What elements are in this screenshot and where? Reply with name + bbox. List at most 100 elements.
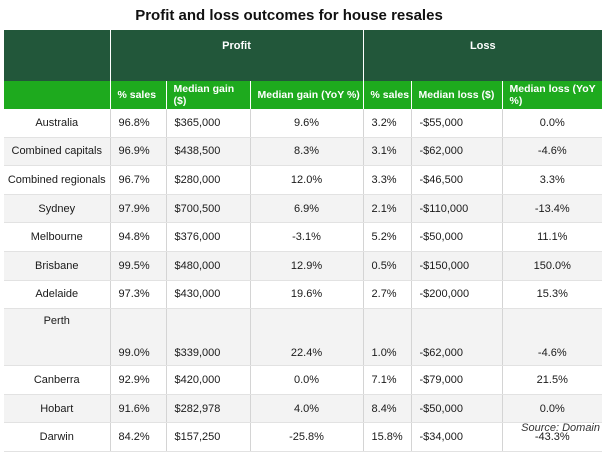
column-header-median-gain-yoy: Median gain (YoY %) (250, 81, 364, 109)
profit-pct-cell: 92.9% (110, 365, 167, 395)
region-header-blank (4, 30, 111, 81)
median-loss-yoy-cell: -4.6% (502, 137, 603, 167)
median-gain-yoy-cell: 0.0% (250, 365, 364, 395)
median-loss-yoy-cell: -4.6% (502, 308, 603, 367)
column-header-median-loss-yoy: Median loss (YoY %) (502, 81, 603, 109)
region-cell: Canberra (4, 365, 111, 395)
table-row: Darwin 84.2% $157,250 -25.8% 15.8% -$34,000 -4… (4, 422, 603, 452)
region-cell: Combined capitals (4, 137, 111, 167)
table-row: Sydney 97.9% $700,500 6.9% 2.1% -$110,000 -13.… (4, 194, 603, 224)
median-loss-cell: -$79,000 (411, 365, 503, 395)
table-row: Brisbane 99.5% $480,000 12.9% 0.5% -$150,000 1… (4, 251, 603, 281)
median-gain-yoy-cell: 4.0% (250, 394, 364, 424)
profit-pct-cell: 96.8% (110, 109, 167, 138)
median-gain-cell: $480,000 (166, 251, 251, 281)
loss-pct-cell: 2.1% (363, 194, 412, 224)
column-header-loss-pct: % sales (363, 81, 412, 109)
median-gain-yoy-cell: 6.9% (250, 194, 364, 224)
loss-pct-cell: 15.8% (363, 422, 412, 452)
median-loss-cell: -$110,000 (411, 194, 503, 224)
profit-pct-cell: 91.6% (110, 394, 167, 424)
median-gain-yoy-cell: 22.4% (250, 308, 364, 367)
loss-pct-cell: 7.1% (363, 365, 412, 395)
median-gain-yoy-cell: 12.9% (250, 251, 364, 281)
column-header-median-loss: Median loss ($) (411, 81, 503, 109)
profit-loss-table: Profit Loss % sales Median gain ($) Medi… (4, 30, 603, 452)
group-header-row: Profit Loss (4, 30, 603, 81)
table-row: Canberra 92.9% $420,000 0.0% 7.1% -$79,000 21.… (4, 365, 603, 395)
profit-pct-cell: 84.2% (110, 422, 167, 452)
profit-group-header: Profit (110, 30, 364, 81)
median-gain-yoy-cell: 9.6% (250, 109, 364, 138)
median-gain-cell: $282,978 (166, 394, 251, 424)
median-gain-yoy-cell: -25.8% (250, 422, 364, 452)
table-row: Hobart 91.6% $282,978 4.0% 8.4% -$50,000 0.0% (4, 394, 603, 424)
median-gain-cell: $430,000 (166, 280, 251, 310)
loss-pct-cell: 3.3% (363, 165, 412, 195)
source-note: Source: Domain (521, 422, 600, 434)
region-cell: Hobart (4, 394, 111, 424)
table-row: Melbourne 94.8% $376,000 -3.1% 5.2% -$50,000 1… (4, 222, 603, 252)
median-loss-yoy-cell: 0.0% (502, 394, 603, 424)
loss-pct-cell: 0.5% (363, 251, 412, 281)
median-gain-cell: $420,000 (166, 365, 251, 395)
median-loss-cell: -$62,000 (411, 137, 503, 167)
median-loss-cell: -$50,000 (411, 222, 503, 252)
loss-pct-cell: 1.0% (363, 308, 412, 367)
median-loss-yoy-cell: 0.0% (502, 109, 603, 138)
region-cell: Adelaide (4, 280, 111, 310)
region-cell: Darwin (4, 422, 111, 452)
median-gain-yoy-cell: 19.6% (250, 280, 364, 310)
profit-pct-cell: 97.9% (110, 194, 167, 224)
profit-pct-cell: 96.9% (110, 137, 167, 167)
column-header-row: % sales Median gain ($) Median gain (YoY… (4, 81, 603, 109)
median-loss-yoy-cell: 150.0% (502, 251, 603, 281)
median-gain-yoy-cell: 8.3% (250, 137, 364, 167)
loss-pct-cell: 8.4% (363, 394, 412, 424)
loss-group-header: Loss (363, 30, 603, 81)
table-row: Combined regionals 96.7% $280,000 12.0% 3.3%… (4, 165, 603, 195)
median-loss-yoy-cell: -13.4% (502, 194, 603, 224)
median-gain-yoy-cell: -3.1% (250, 222, 364, 252)
table-row: Adelaide 97.3% $430,000 19.6% 2.7% -$200,000 1… (4, 280, 603, 310)
region-cell: Melbourne (4, 222, 111, 252)
profit-pct-cell: 97.3% (110, 280, 167, 310)
profit-pct-cell: 94.8% (110, 222, 167, 252)
table-row: Australia 96.8% $365,000 9.6% 3.2% -$55,000 0.… (4, 109, 603, 138)
region-cell: Combined regionals (4, 165, 111, 195)
region-cell: Australia (4, 109, 111, 138)
profit-pct-cell: 99.5% (110, 251, 167, 281)
median-gain-cell: $438,500 (166, 137, 251, 167)
median-gain-cell: $376,000 (166, 222, 251, 252)
median-loss-yoy-cell: 11.1% (502, 222, 603, 252)
median-gain-cell: $365,000 (166, 109, 251, 138)
table-row: Combined capitals 96.9% $438,500 8.3% 3.1% -$… (4, 137, 603, 167)
loss-pct-cell: 3.1% (363, 137, 412, 167)
median-gain-yoy-cell: 12.0% (250, 165, 364, 195)
median-gain-cell: $339,000 (166, 308, 251, 367)
region-cell: Perth (4, 308, 111, 367)
median-loss-yoy-cell: 3.3% (502, 165, 603, 195)
median-gain-cell: $157,250 (166, 422, 251, 452)
median-loss-cell: -$200,000 (411, 280, 503, 310)
table-body: Australia 96.8% $365,000 9.6% 3.2% -$55,000 0.… (4, 109, 603, 452)
median-loss-yoy-cell: 15.3% (502, 280, 603, 310)
column-header-profit-pct: % sales (110, 81, 167, 109)
profit-pct-cell: 96.7% (110, 165, 167, 195)
table-row: Perth 99.0% $339,000 22.4% 1.0% -$62,000 -4.6% (4, 308, 603, 367)
loss-pct-cell: 5.2% (363, 222, 412, 252)
region-cell: Sydney (4, 194, 111, 224)
median-loss-cell: -$55,000 (411, 109, 503, 138)
median-loss-yoy-cell: 21.5% (502, 365, 603, 395)
median-loss-cell: -$46,500 (411, 165, 503, 195)
loss-pct-cell: 2.7% (363, 280, 412, 310)
region-subheader-blank (4, 81, 111, 109)
median-gain-cell: $280,000 (166, 165, 251, 195)
median-loss-cell: -$34,000 (411, 422, 503, 452)
median-loss-cell: -$50,000 (411, 394, 503, 424)
table-title: Profit and loss outcomes for house resal… (135, 7, 443, 24)
region-cell: Brisbane (4, 251, 111, 281)
median-gain-cell: $700,500 (166, 194, 251, 224)
loss-pct-cell: 3.2% (363, 109, 412, 138)
median-loss-cell: -$62,000 (411, 308, 503, 367)
